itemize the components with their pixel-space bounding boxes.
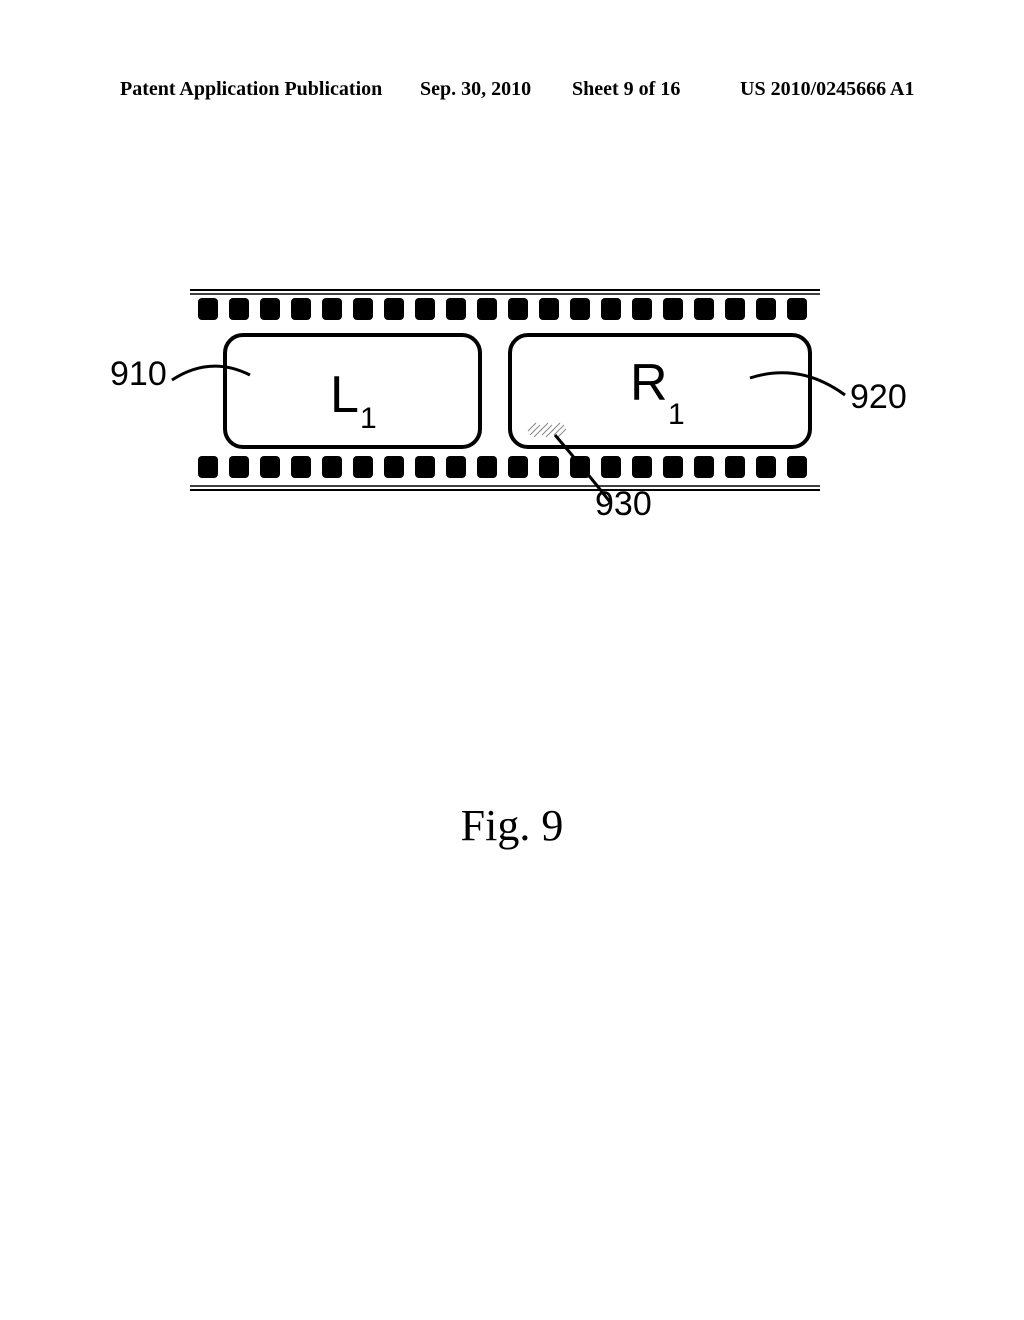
frame-left-subscript: 1 [360,402,377,435]
frame-right-label: R [630,354,668,412]
publication-date: Sep. 30, 2010 [420,78,531,101]
callout-line [172,366,250,380]
filmstrip-figure: L1R1 910920930 [190,290,820,490]
sheet-number: Sheet 9 of 16 [572,78,680,101]
frame-right-subscript: 1 [668,398,685,431]
reference-numeral: 910 [110,355,167,393]
reference-numeral: 930 [595,485,652,523]
frame-left-label: L [330,366,359,424]
publication-number: US 2010/0245666 A1 [740,78,914,101]
figure-caption: Fig. 9 [0,800,1024,851]
callout-line [750,373,845,395]
publication-type: Patent Application Publication [120,78,382,101]
filmstrip-svg: L1R1 910920930 [190,290,820,490]
fingerprint-mark [528,423,566,437]
reference-numeral: 920 [850,378,907,416]
